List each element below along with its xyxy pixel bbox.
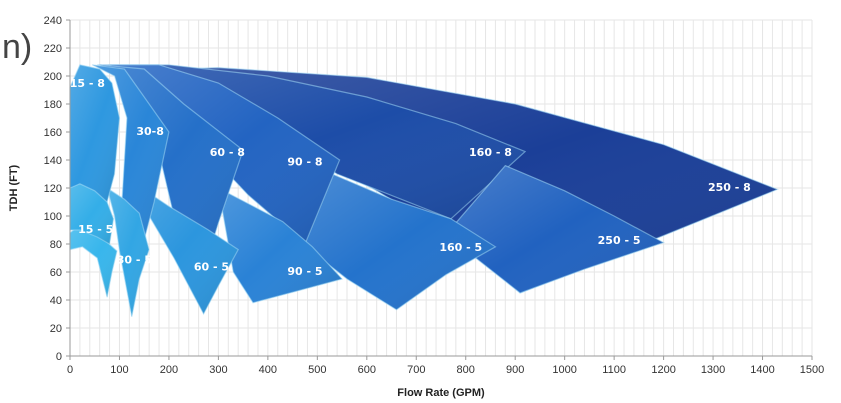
y-tick-label: 160 [44, 127, 62, 139]
axes: 0 100 200 300 400 500 600 700 800 900 1000 1100 1200… [44, 15, 825, 376]
y-tick-label: 140 [44, 155, 62, 167]
x-axis-title: Flow Rate (GPM) [397, 387, 485, 399]
x-tick-label: 1300 [701, 364, 725, 376]
x-tick-label: 800 [457, 364, 475, 376]
x-tick-label: 1400 [750, 364, 774, 376]
region-sheen [107, 188, 150, 317]
region-label: 60 - 5 [194, 261, 229, 274]
region-sheen [129, 179, 239, 314]
region-label: 30 - 5 [117, 254, 152, 267]
region-sheen [455, 165, 664, 293]
x-tick-label: 1500 [800, 364, 824, 376]
region-label: 60 - 8 [210, 146, 245, 159]
cut-off-title-fragment: n) [2, 28, 32, 66]
region-sheen [70, 183, 114, 244]
x-tick-label: 300 [209, 364, 227, 376]
y-tick-label: 40 [50, 295, 62, 307]
y-tick-label: 200 [44, 71, 62, 83]
y-tick-label: 100 [44, 211, 62, 223]
x-tick-label: 500 [308, 364, 326, 376]
region-sheen [302, 174, 496, 310]
x-tick-label: 0 [67, 364, 73, 376]
region-sheen [99, 64, 244, 256]
region-sheen [70, 64, 120, 202]
x-tick-label: 900 [506, 364, 524, 376]
x-tick-label: 1000 [552, 364, 576, 376]
region-label: 90 - 5 [287, 265, 322, 278]
x-tick-label: 1200 [651, 364, 675, 376]
x-tick-label: 700 [407, 364, 425, 376]
region-sheen [92, 64, 169, 250]
y-tick-label: 20 [50, 323, 62, 335]
y-tick-label: 120 [44, 183, 62, 195]
region-label: 160 - 5 [439, 241, 482, 254]
regions [69, 64, 780, 317]
region-label: 15 - 5 [78, 223, 113, 236]
y-tick-label: 80 [50, 239, 62, 251]
region-labels: 15 - 8 30-8 60 - 8 90 - 8 160 - 8 250 - 8 15 -… [70, 77, 751, 278]
region-label: 160 - 8 [469, 146, 512, 159]
region-label: 30-8 [136, 125, 164, 138]
region-sheen [218, 188, 343, 303]
x-tick-label: 400 [259, 364, 277, 376]
x-tick-label: 100 [110, 364, 128, 376]
y-tick-label: 220 [44, 43, 62, 55]
region-label: 250 - 8 [708, 181, 751, 194]
y-tick-label: 180 [44, 99, 62, 111]
region-label: 15 - 8 [70, 77, 105, 90]
y-tick-label: 60 [50, 267, 62, 279]
region-label: 250 - 5 [598, 234, 641, 247]
x-tick-label: 600 [358, 364, 376, 376]
x-tick-label: 1100 [602, 364, 626, 376]
y-tick-label: 0 [56, 351, 62, 363]
y-tick-label: 240 [44, 15, 62, 27]
x-tick-label: 200 [160, 364, 178, 376]
y-axis-title: TDH (FT) [8, 164, 20, 211]
region-label: 90 - 8 [287, 156, 322, 169]
